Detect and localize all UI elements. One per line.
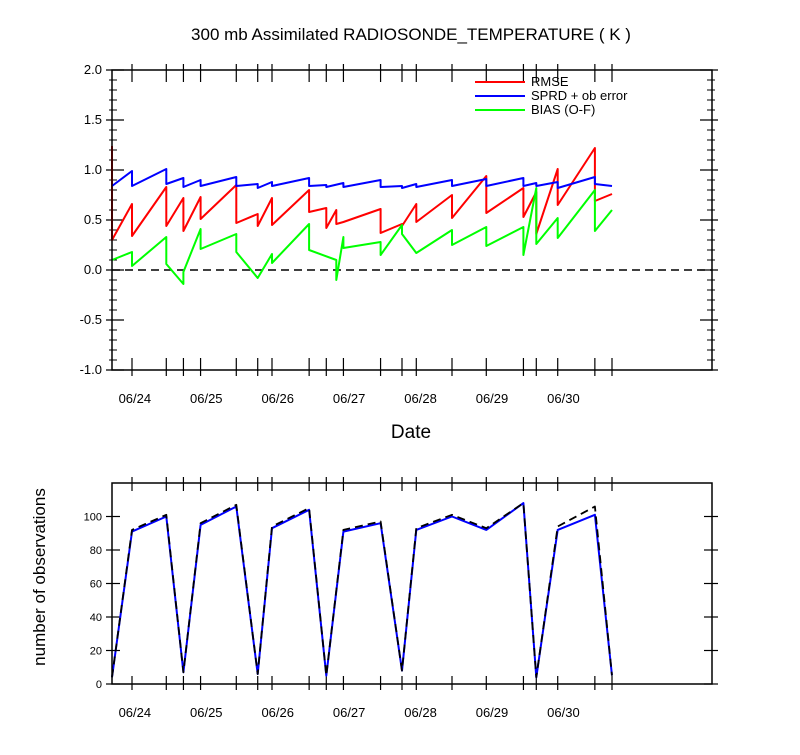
bottom-panel-ticks: 100 80 60 40 20 0 06/24 06/25 06/26 06/27 06/28 06/… [84, 477, 718, 720]
y-tick-label: 0.0 [84, 262, 102, 277]
y-tick-label: 2.0 [84, 62, 102, 77]
series-line-rmse [111, 146, 613, 241]
legend-label: BIAS (O-F) [531, 102, 595, 117]
y-tick-label: 0.5 [84, 212, 102, 227]
top-panel-frame [111, 69, 713, 371]
y-tick-label: 1.0 [84, 162, 102, 177]
x-axis-label: Date [391, 422, 431, 443]
y-axis-label-observations: number of observations [30, 488, 49, 666]
x-tick-label: 06/24 [119, 391, 152, 406]
series-line-bias-o-f [111, 187, 613, 285]
y-tick-label: 100 [84, 512, 102, 524]
x-tick-label: 06/26 [261, 391, 294, 406]
y-tick-label: 40 [90, 612, 102, 624]
x-tick-label: 06/29 [476, 391, 509, 406]
x-tick-label: 06/24 [119, 705, 152, 720]
x-tick-label: 06/29 [476, 705, 509, 720]
x-tick-label: 06/30 [547, 705, 580, 720]
y-tick-label: 60 [90, 579, 102, 591]
y-tick-label: 80 [90, 545, 102, 557]
bottom-panel-frame [111, 482, 713, 685]
x-tick-label: 06/27 [333, 705, 366, 720]
y-tick-label: -0.5 [80, 312, 102, 327]
x-tick-label: 06/30 [547, 391, 580, 406]
x-tick-label: 06/27 [333, 391, 366, 406]
x-tick-label: 06/28 [404, 391, 437, 406]
series-line-sprd-ob-error [111, 168, 613, 189]
legend-label: RMSE [531, 74, 569, 89]
x-tick-label: 06/26 [261, 705, 294, 720]
series-line-assimilated [111, 502, 613, 679]
y-tick-label: 0 [96, 679, 102, 691]
y-tick-label: 1.5 [84, 112, 102, 127]
top-panel-series [111, 146, 613, 285]
x-tick-label: 06/25 [190, 705, 223, 720]
chart-title: 300 mb Assimilated RADIOSONDE_TEMPERATUR… [191, 25, 631, 44]
legend-label: SPRD + ob error [531, 88, 628, 103]
top-panel-ticks: 2.0 1.5 1.0 0.5 0.0 -0.5 -1.0 06/24 06/25 06/26 06… [80, 62, 718, 406]
bottom-panel-series [111, 502, 613, 679]
y-tick-label: -1.0 [80, 362, 102, 377]
series-line-possible [111, 502, 613, 679]
y-tick-label: 20 [90, 646, 102, 658]
x-tick-label: 06/25 [190, 391, 223, 406]
x-tick-label: 06/28 [404, 705, 437, 720]
